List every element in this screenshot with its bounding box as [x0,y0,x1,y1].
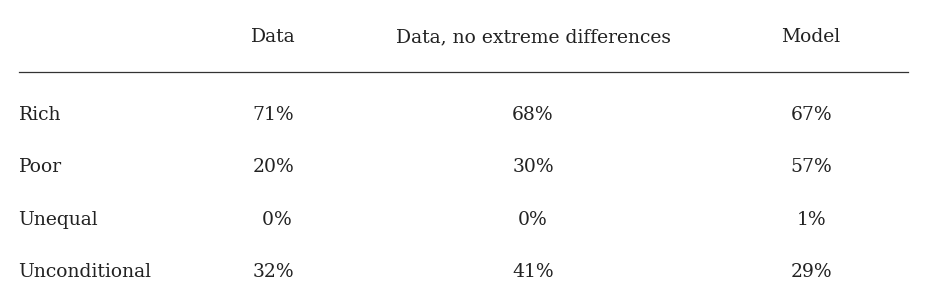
Text: 1%: 1% [796,211,826,229]
Text: 32%: 32% [253,263,294,281]
Text: Model: Model [781,28,841,46]
Text: 68%: 68% [513,106,553,124]
Text: Data, no extreme differences: Data, no extreme differences [396,28,670,46]
Text: 0%: 0% [256,211,291,229]
Text: 0%: 0% [518,211,548,229]
Text: 71%: 71% [253,106,294,124]
Text: 67%: 67% [791,106,832,124]
Text: 20%: 20% [252,158,295,176]
Text: 30%: 30% [513,158,553,176]
Text: 29%: 29% [791,263,832,281]
Text: Rich: Rich [19,106,61,124]
Text: Unconditional: Unconditional [19,263,151,281]
Text: Data: Data [251,28,296,46]
Text: 41%: 41% [513,263,553,281]
Text: Unequal: Unequal [19,211,98,229]
Text: Poor: Poor [19,158,62,176]
Text: 57%: 57% [790,158,832,176]
